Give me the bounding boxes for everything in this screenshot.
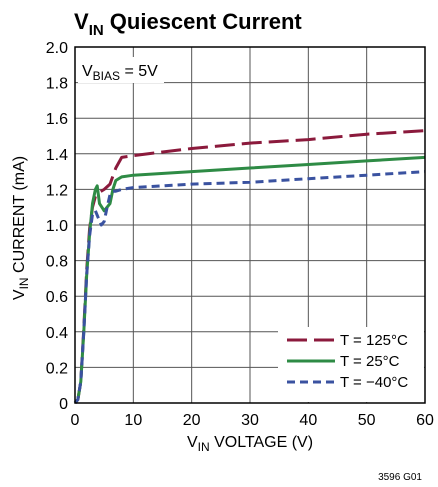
y-tick-label-1: 0.2 [46, 360, 68, 377]
chart-title: VIN Quiescent Current [74, 9, 302, 39]
y-tick-label-3: 0.6 [46, 289, 68, 306]
legend-label-1: T = 25°C [340, 353, 400, 370]
y-tick-label-4: 0.8 [46, 254, 68, 271]
annotation-text: VBIAS = 5V [82, 63, 158, 83]
plot-frame [74, 46, 426, 404]
x-tick-label-2: 20 [183, 412, 201, 429]
y-axis-label: VIN CURRENT (mA) [11, 156, 31, 300]
series-lines [73, 129, 426, 404]
x-axis-label: VIN VOLTAGE (V) [187, 434, 313, 454]
y-tick-label-8: 1.6 [46, 111, 68, 128]
legend-label-2: T = −40°C [340, 374, 408, 391]
legend-label-0: T = 125°C [340, 332, 408, 349]
series-line-2 [73, 170, 426, 404]
y-tick-label-0: 0 [59, 396, 68, 413]
figure-id: 3596 G01 [378, 472, 422, 483]
x-tick-label-5: 50 [358, 412, 376, 429]
x-tick-label-3: 30 [241, 412, 259, 429]
y-tick-label-10: 2.0 [46, 40, 68, 57]
y-tick-labels: 0 0.2 0.4 0.6 0.8 1.0 1.2 1.4 1.6 1.8 2.0 [46, 40, 68, 413]
x-tick-label-4: 40 [299, 412, 317, 429]
x-tick-label-1: 10 [124, 412, 142, 429]
legend: T = 125°C T = 25°C T = −40°C [278, 327, 424, 402]
x-tick-label-0: 0 [71, 412, 80, 429]
y-tick-label-7: 1.4 [46, 147, 68, 164]
x-tick-labels: 0 10 20 30 40 50 60 [71, 412, 434, 429]
y-tick-label-2: 0.4 [46, 325, 68, 342]
x-tick-label-6: 60 [416, 412, 434, 429]
y-tick-label-5: 1.0 [46, 218, 68, 235]
y-tick-label-9: 1.8 [46, 76, 68, 93]
annotation-box: VBIAS = 5V [78, 57, 164, 83]
y-tick-label-6: 1.2 [46, 182, 68, 199]
